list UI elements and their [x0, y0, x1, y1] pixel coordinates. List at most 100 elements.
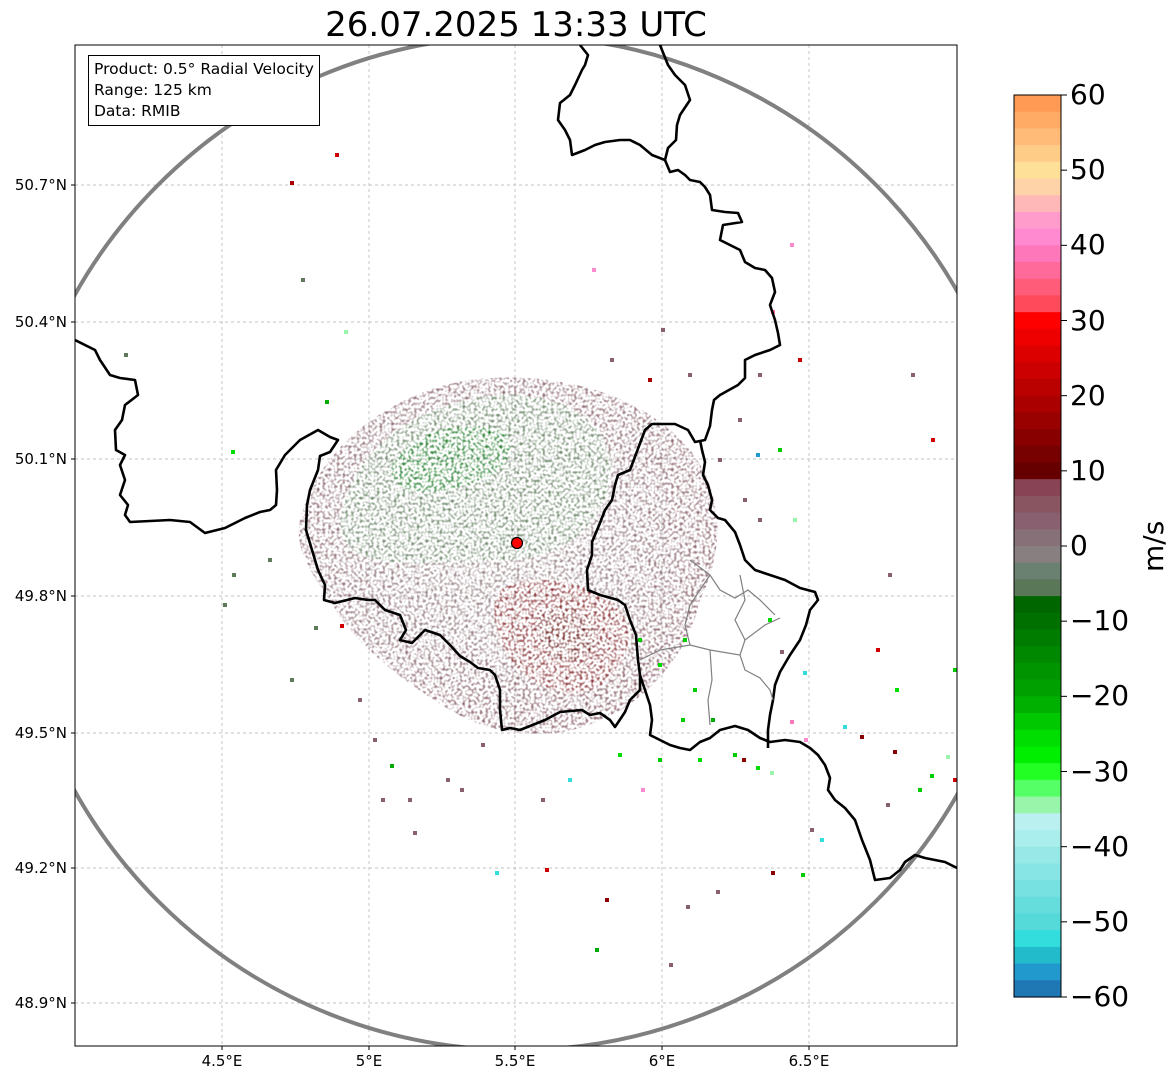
echo-speckle: [373, 738, 377, 742]
colorbar-tick-label: −30: [1070, 754, 1130, 788]
echo-speckle: [481, 743, 485, 747]
echo-speckle: [886, 803, 890, 807]
echo-speckle: [810, 828, 814, 832]
echo-speckle: [803, 671, 807, 675]
colorbar-tick-label: 50: [1070, 153, 1106, 187]
colorbar-segment: [1014, 178, 1061, 196]
colorbar-tick-label: −10: [1070, 604, 1130, 638]
echo-speckle: [290, 181, 294, 185]
colorbar-segment: [1014, 145, 1061, 163]
plot-frame: [74, 44, 958, 1047]
echo-speckle: [758, 518, 762, 522]
colorbar-segment: [1014, 479, 1061, 497]
colorbar-segment: [1014, 412, 1061, 430]
echo-speckle: [568, 778, 572, 782]
colorbar-segment: [1014, 846, 1061, 864]
colorbar-segment: [1014, 245, 1061, 263]
echo-speckle: [658, 663, 662, 667]
echo-speckle: [390, 764, 394, 768]
colorbar-segment: [1014, 378, 1061, 397]
colorbar-segment: [1014, 495, 1061, 514]
axis-ticks: [71, 184, 810, 1050]
colorbar-segment: [1014, 829, 1061, 848]
colorbar-segment: [1014, 278, 1061, 297]
echo-speckle: [595, 948, 599, 952]
echo-speckle: [718, 458, 722, 462]
echo-speckle: [733, 753, 737, 757]
colorbar-segment: [1014, 596, 1061, 614]
admin-boundaries: [639, 559, 781, 726]
echo-speckle: [790, 720, 794, 724]
colorbar-segment: [1014, 546, 1061, 564]
echo-speckle: [804, 738, 808, 742]
colorbar-segment: [1014, 362, 1061, 380]
lon-label: 5.5°E: [494, 1052, 536, 1070]
lon-label: 6°E: [648, 1052, 676, 1070]
country-borders: [75, 45, 957, 882]
echo-speckle: [618, 753, 622, 757]
colorbar-tick-label: 0: [1070, 529, 1088, 562]
colorbar-segment: [1014, 963, 1061, 981]
colorbar-label: m/s: [1137, 520, 1170, 572]
colorbar-segment: [1014, 746, 1061, 764]
colorbar-segment: [1014, 930, 1061, 948]
colorbar-tick-label: 40: [1070, 228, 1106, 262]
colorbar-segment: [1014, 946, 1061, 965]
echo-speckle: [344, 330, 348, 334]
colorbar-segment: [1014, 913, 1061, 931]
echo-speckle: [335, 153, 339, 157]
colorbar-segment: [1014, 763, 1061, 781]
echo-speckle: [801, 873, 805, 877]
echo-speckle: [232, 573, 236, 577]
echo-speckle: [893, 750, 897, 754]
echo-speckle: [930, 774, 934, 778]
echo-speckle: [771, 871, 775, 875]
echo-speckle: [931, 438, 935, 442]
colorbar-segment: [1014, 796, 1061, 814]
lat-label: 50.4°N: [14, 313, 67, 331]
colorbar-segment: [1014, 813, 1061, 831]
echo-speckle: [545, 868, 549, 872]
lon-label: 6.5°E: [788, 1052, 830, 1070]
colorbar-tick-label: 10: [1070, 453, 1106, 487]
echo-speckle: [460, 788, 464, 792]
colorbar-segment: [1014, 529, 1061, 547]
echo-speckle: [638, 638, 642, 642]
product-text: Product: 0.5° Radial Velocity: [94, 60, 314, 78]
echo-speckle: [888, 573, 892, 577]
colorbar-ticks: [1061, 94, 1067, 998]
colorbar-segment: [1014, 646, 1061, 664]
echo-speckle: [711, 718, 715, 722]
lon-label: 4.5°E: [201, 1052, 243, 1070]
colorbar-segment: [1014, 779, 1061, 798]
colorbar-segment: [1014, 579, 1061, 597]
colorbar-segment: [1014, 395, 1061, 413]
lat-label: 50.7°N: [14, 176, 67, 194]
echo-speckle: [895, 688, 899, 692]
colorbar-segment: [1014, 128, 1061, 146]
colorbar-segment: [1014, 562, 1061, 581]
colorbar-segment: [1014, 713, 1061, 731]
lon-label: 5°E: [355, 1052, 383, 1070]
echo-speckle: [953, 668, 957, 672]
echo-speckle: [648, 378, 652, 382]
scattered-echo-speckles: [124, 153, 957, 967]
echo-speckle: [770, 771, 774, 775]
colorbar-segment: [1014, 880, 1061, 898]
echo-speckle: [843, 725, 847, 729]
colorbar-tick-label: 20: [1070, 378, 1106, 412]
echo-speckle: [658, 758, 662, 762]
lat-label: 50.1°N: [14, 450, 67, 468]
echo-speckle: [716, 890, 720, 894]
velocity-echo-field: [124, 153, 957, 967]
echo-speckle: [946, 755, 950, 759]
echo-speckle: [698, 758, 702, 762]
echo-speckle: [268, 558, 272, 562]
colorbar-tick-label: −20: [1070, 679, 1130, 713]
echo-speckle: [541, 798, 545, 802]
colorbar-segment: [1014, 328, 1061, 347]
product-info-box: Product: 0.5° Radial Velocity Range: 125…: [88, 55, 320, 126]
colorbar-segment: [1014, 161, 1061, 180]
colorbar-segment: [1014, 462, 1061, 480]
